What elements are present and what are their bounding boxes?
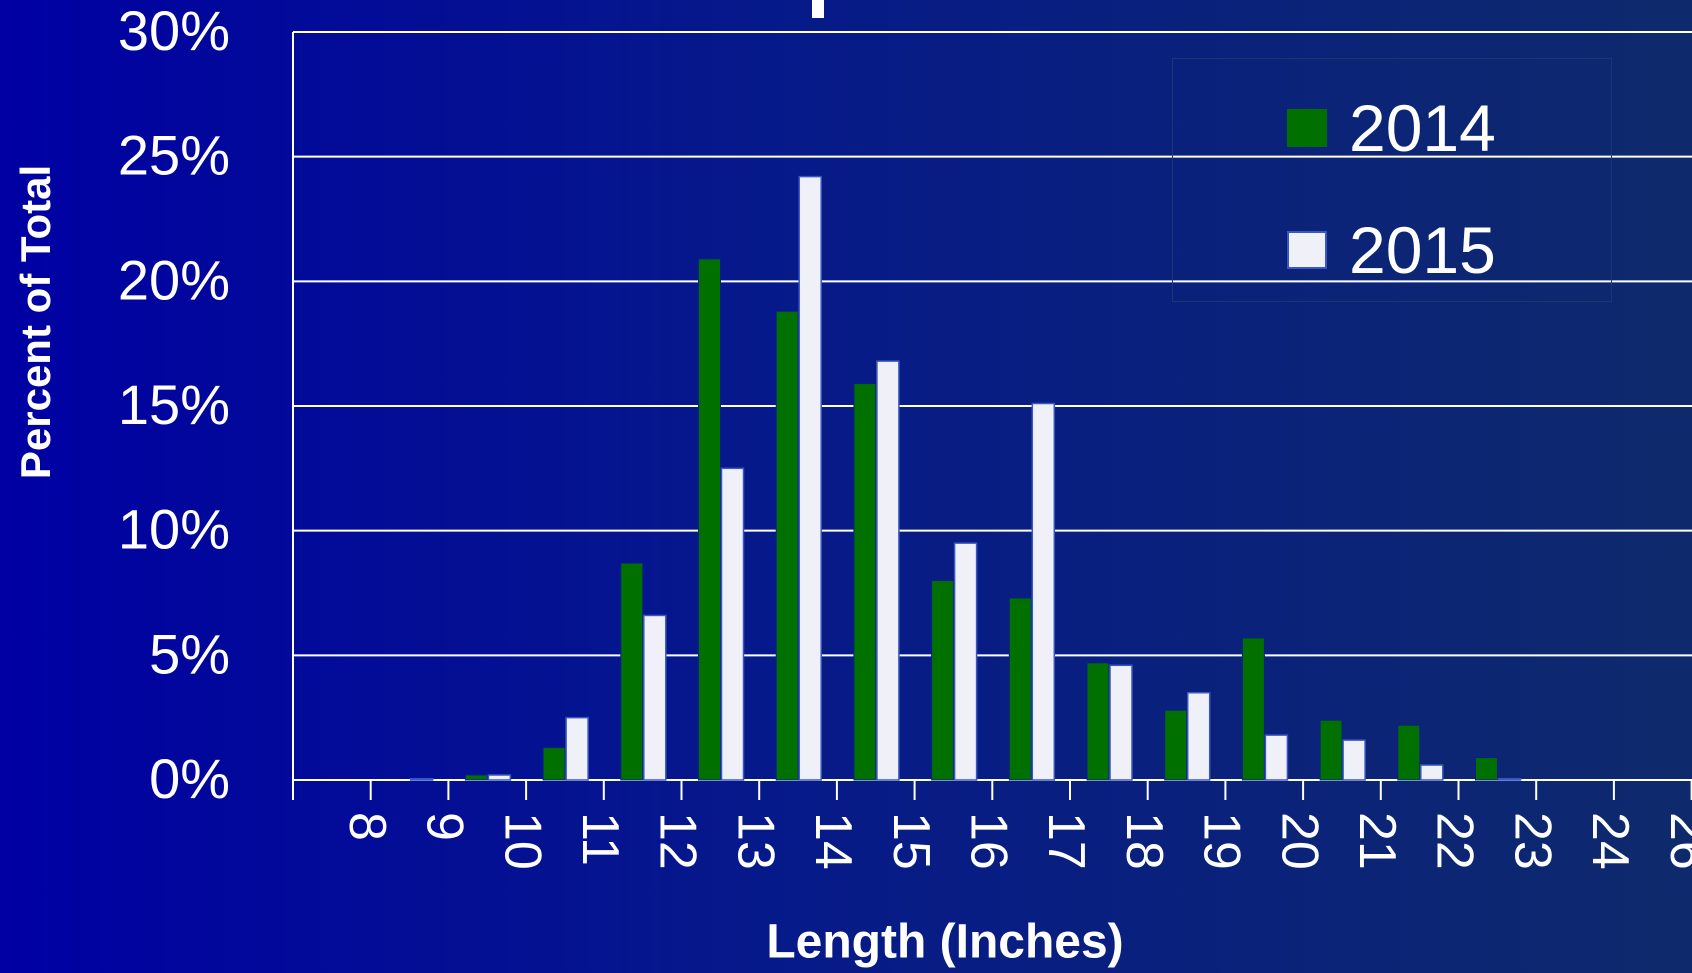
bar-2014-13 <box>698 258 721 781</box>
bar-2015-16 <box>953 542 978 781</box>
bar-2014-16 <box>931 580 955 781</box>
bar-2015-14 <box>798 175 822 781</box>
x-tick-label: 22 <box>1426 812 1484 870</box>
legend-label-2015: 2015 <box>1349 213 1496 287</box>
bar-2015-9 <box>409 778 434 781</box>
bar-2015-21 <box>1342 739 1366 781</box>
x-tick-label: 18 <box>1115 812 1173 870</box>
x-tick-label: 14 <box>804 812 862 870</box>
y-tick-label: 20% <box>118 248 230 311</box>
legend-item-2014: 2014 <box>1287 95 1496 161</box>
bar-2015-20 <box>1264 734 1289 781</box>
x-tick-label: 10 <box>493 812 551 870</box>
x-tick-label: 12 <box>649 812 707 870</box>
x-tick-label: 16 <box>959 812 1017 870</box>
bar-2014-11 <box>542 747 566 781</box>
bar-2014-22 <box>1397 724 1421 781</box>
x-tick-label: 26 <box>1659 812 1692 870</box>
bar-2015-18 <box>1109 664 1133 781</box>
x-tick-label: 13 <box>726 812 784 870</box>
x-tick-label: 23 <box>1503 812 1561 870</box>
x-tick-label: 11 <box>571 812 629 866</box>
bar-2015-11 <box>565 716 589 781</box>
x-tick-label: 15 <box>882 812 940 870</box>
bar-2015-10 <box>487 774 512 781</box>
y-axis-title: Percent of Total <box>12 164 59 480</box>
x-tick-label: 19 <box>1193 812 1251 870</box>
chart-title-fragment <box>812 0 824 18</box>
x-tick-label: 8 <box>338 812 396 841</box>
y-tick-label: 10% <box>118 498 230 561</box>
x-tick-label: 20 <box>1270 812 1328 870</box>
legend-swatch-2014 <box>1287 109 1327 147</box>
bar-2014-21 <box>1319 719 1343 781</box>
x-axis-title: Length (Inches) <box>766 915 1124 969</box>
bar-2015-17 <box>1031 402 1056 781</box>
bar-2014-20 <box>1241 637 1265 781</box>
bar-2014-23 <box>1475 757 1498 781</box>
bar-2015-13 <box>720 467 745 781</box>
x-tick-label: 24 <box>1581 812 1639 870</box>
legend-item-2015: 2015 <box>1287 217 1496 283</box>
y-tick-label: 5% <box>149 622 230 685</box>
x-tick-label: 17 <box>1037 812 1095 870</box>
legend-label-2014: 2014 <box>1349 91 1496 165</box>
bar-2014-17 <box>1008 597 1032 781</box>
y-tick-label: 30% <box>118 0 230 62</box>
bar-2015-23 <box>1497 778 1522 781</box>
legend-swatch-2015 <box>1287 231 1327 269</box>
bar-2015-19 <box>1186 691 1211 781</box>
bar-2015-15 <box>876 360 900 781</box>
bar-2014-19 <box>1164 709 1188 781</box>
y-tick-label: 25% <box>118 124 230 187</box>
bar-2014-12 <box>620 562 644 781</box>
legend: 2014 2015 <box>1172 58 1612 302</box>
bar-2014-15 <box>853 383 877 781</box>
y-tick-label: 0% <box>149 747 230 810</box>
bar-2014-10 <box>464 774 488 781</box>
x-tick-label: 21 <box>1348 812 1406 870</box>
bar-2014-18 <box>1086 662 1110 781</box>
bar-2015-22 <box>1420 764 1444 781</box>
bar-2014-14 <box>775 310 799 781</box>
y-tick-label: 15% <box>118 373 230 436</box>
x-tick-label: 9 <box>416 812 474 841</box>
bar-2015-12 <box>643 614 667 781</box>
